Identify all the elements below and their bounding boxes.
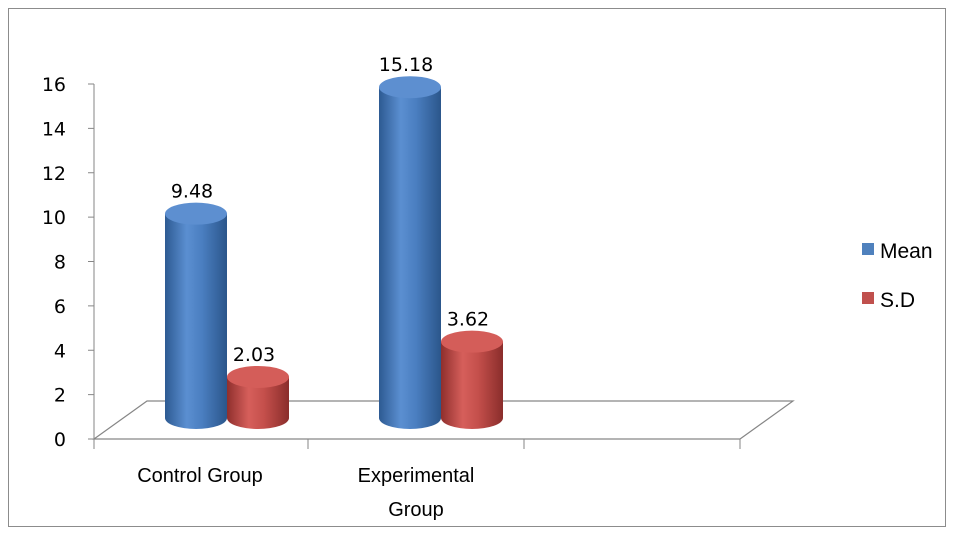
bar-body xyxy=(379,87,441,429)
data-label: 15.18 xyxy=(379,54,433,76)
bar-s-d xyxy=(441,330,503,429)
bar-top xyxy=(379,76,441,99)
axes: 0 2 4 6 8 10 12 14 16 xyxy=(42,74,795,451)
legend-swatch-s-d xyxy=(862,292,874,304)
bar-mean xyxy=(379,76,441,429)
bar-top xyxy=(227,365,289,388)
x-category-label: Group xyxy=(388,499,444,521)
y-tick-label: 4 xyxy=(54,340,66,362)
data-label: 3.62 xyxy=(447,309,489,331)
x-category-label: Experimental xyxy=(358,465,475,487)
floor-plane xyxy=(92,400,795,440)
bar-body xyxy=(165,213,227,429)
y-tick-label: 8 xyxy=(54,252,66,274)
y-tick-label: 2 xyxy=(54,385,66,407)
legend: Mean S.D xyxy=(862,240,933,312)
legend-swatch-mean xyxy=(862,243,874,255)
data-label: 2.03 xyxy=(233,344,275,366)
bars xyxy=(165,76,503,429)
bar-body xyxy=(441,341,503,429)
y-tick-label: 10 xyxy=(42,207,66,229)
x-category-label: Control Group xyxy=(137,465,263,487)
y-tick-label: 14 xyxy=(42,118,66,140)
legend-label: Mean xyxy=(880,240,933,263)
y-tick-label: 0 xyxy=(54,429,66,451)
bar-body xyxy=(227,376,289,429)
chart-frame xyxy=(8,8,946,527)
y-tick-label: 6 xyxy=(54,296,66,318)
bar-mean xyxy=(165,202,227,429)
y-tick-label: 12 xyxy=(42,163,66,185)
data-label: 9.48 xyxy=(171,181,213,203)
y-tick-label: 16 xyxy=(42,74,66,96)
labels: Control Group Experimental Group 9.48 2.03 15… xyxy=(137,54,489,521)
bar-s-d xyxy=(227,365,289,429)
bar-top xyxy=(441,330,503,353)
bar-top xyxy=(165,202,227,225)
legend-label: S.D xyxy=(880,289,915,312)
